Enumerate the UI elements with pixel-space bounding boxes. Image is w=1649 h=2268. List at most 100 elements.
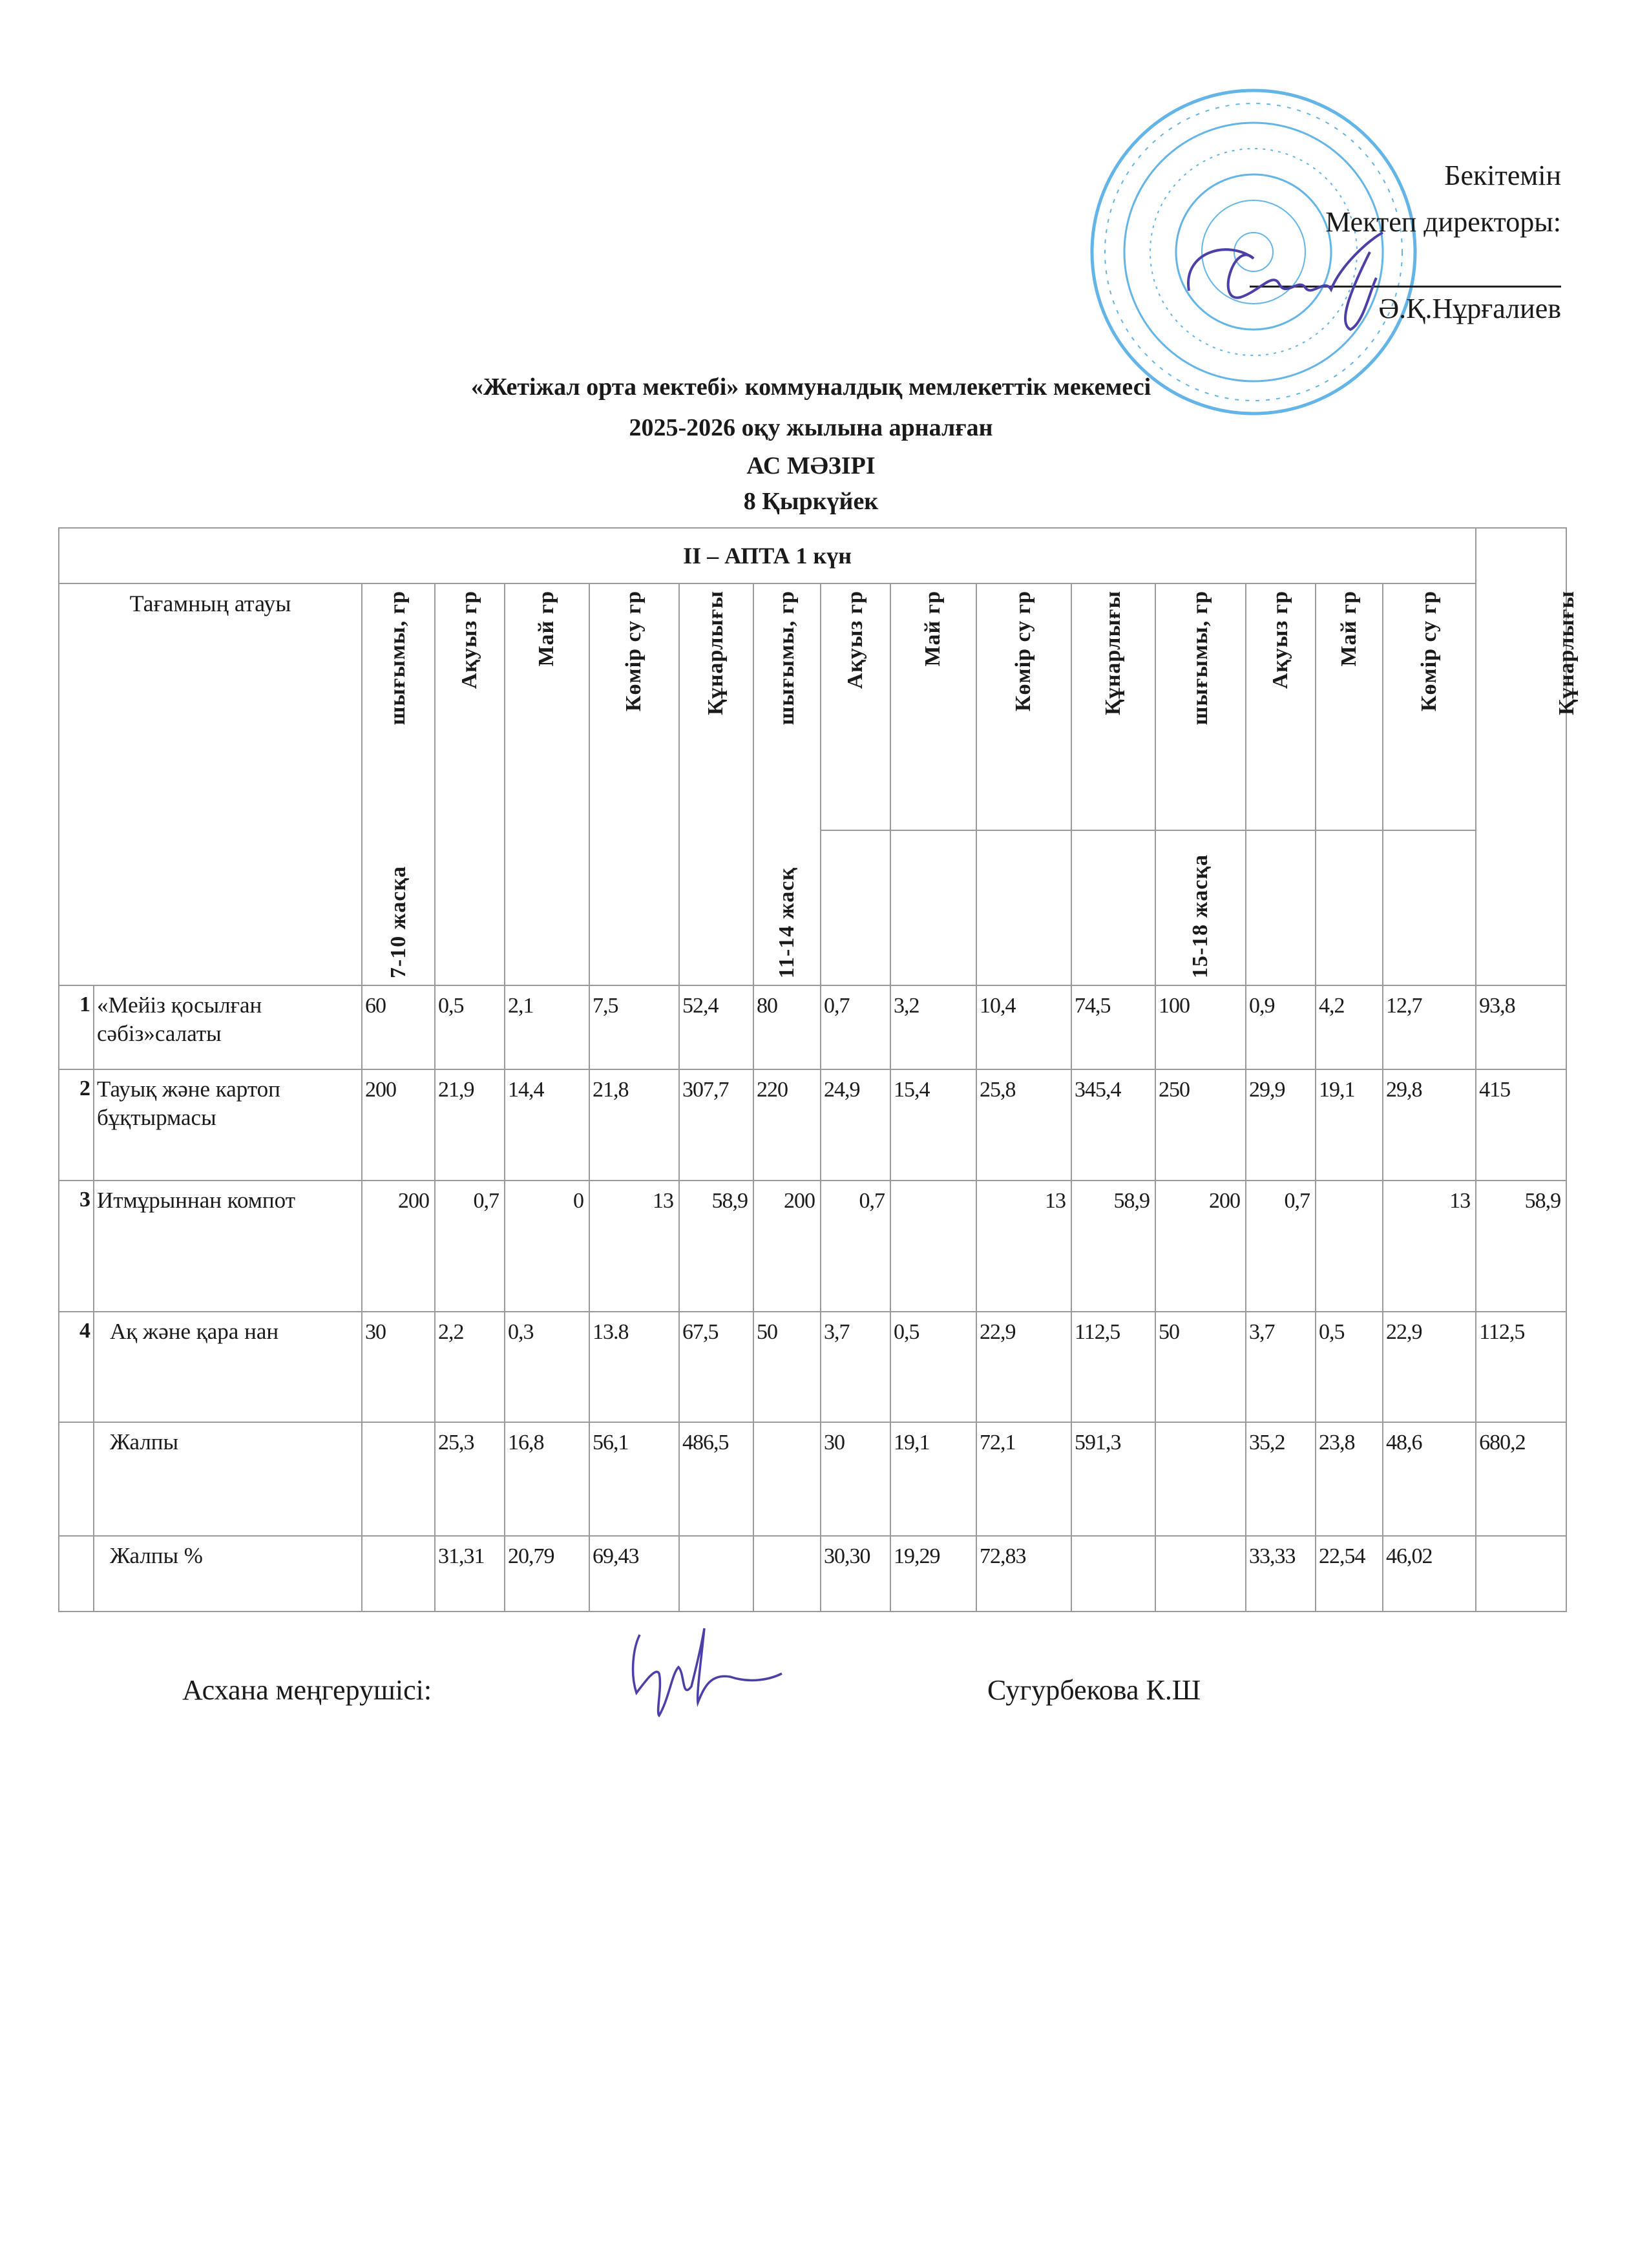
value-cell: 52,4 <box>678 985 754 1070</box>
value-cell: 12,7 <box>1381 985 1477 1070</box>
column-header-label: Көмір су гр <box>1416 591 1441 712</box>
column-header: Көмір су гр <box>1381 583 1477 831</box>
age-group-cell: 15-18 жасқа <box>1155 830 1246 986</box>
row-number: 1 <box>58 985 94 1070</box>
column-header: Көмір су гр <box>976 583 1072 831</box>
value-cell: 0 <box>504 1180 590 1312</box>
age-group-label: 15-18 жасқа <box>1188 854 1213 978</box>
age-group-label: 7-10 жасқа <box>386 865 410 978</box>
value-cell: 19,1 <box>1315 1069 1383 1181</box>
value-cell: 100 <box>1155 985 1246 1070</box>
age-group-cell <box>1071 830 1156 986</box>
menu-title: АС МӘЗІРІ <box>746 452 876 479</box>
value-cell: 30,30 <box>820 1535 891 1612</box>
value-cell: 200 <box>753 1180 821 1312</box>
value-cell: 58,9 <box>678 1180 754 1312</box>
value-cell: 7,5 <box>589 985 680 1070</box>
table-row: 3 Итмұрыннан компот 200 0,7 0 13 58,9 200 0,7 13 5… <box>58 1180 1568 1312</box>
value-cell: 60 <box>361 985 436 1070</box>
table-row: 1 «Мейіз қосылған сәбіз»салаты 60 0,5 2,1 7,5… <box>58 985 1568 1070</box>
value-cell <box>753 1535 821 1612</box>
column-header-label: Ақуыз гр <box>457 591 481 689</box>
approval-title: Бекітемін <box>1444 160 1561 191</box>
value-cell: 33,33 <box>1245 1535 1316 1612</box>
value-cell: 200 <box>361 1180 436 1312</box>
value-cell: 0,7 <box>1245 1180 1316 1312</box>
column-header: Ақуыз гр <box>434 583 505 986</box>
value-cell <box>1155 1422 1246 1537</box>
value-cell: 307,7 <box>678 1069 754 1181</box>
value-cell: 21,9 <box>434 1069 505 1181</box>
value-cell <box>890 1180 977 1312</box>
row-number: 3 <box>58 1180 94 1312</box>
column-header-label: Құнарлығы <box>704 591 728 715</box>
value-cell: 3,7 <box>1245 1311 1316 1423</box>
value-cell: 25,3 <box>434 1422 505 1537</box>
column-header-label: шығымы, гр <box>386 591 410 726</box>
week-day-header: II – АПТА 1 күн <box>58 527 1477 584</box>
value-cell <box>1315 1180 1383 1312</box>
value-cell: 35,2 <box>1245 1422 1316 1537</box>
dish-name: Жалпы <box>93 1422 362 1537</box>
column-header-label: Құнарлығы <box>1100 591 1125 715</box>
value-cell: 10,4 <box>976 985 1072 1070</box>
value-cell: 13 <box>976 1180 1072 1312</box>
value-cell: 345,4 <box>1071 1069 1156 1181</box>
value-cell: 4,2 <box>1315 985 1383 1070</box>
column-header: Құнарлығы <box>1071 583 1156 831</box>
value-cell: 50 <box>753 1311 821 1423</box>
value-cell: 16,8 <box>504 1422 590 1537</box>
value-cell: 22,54 <box>1315 1535 1383 1612</box>
value-cell <box>678 1535 754 1612</box>
value-cell: 48,6 <box>1381 1422 1477 1537</box>
signature-line <box>1250 286 1561 288</box>
column-header: шығымы, гр 7-10 жасқа <box>361 583 436 986</box>
column-header-label: Көмір су гр <box>622 591 646 712</box>
academic-year: 2025-2026 оқу жылына арналған <box>629 414 993 441</box>
manager-signature <box>631 1628 782 1717</box>
value-cell: 13 <box>589 1180 680 1312</box>
value-cell: 72,1 <box>976 1422 1072 1537</box>
column-header-label: шығымы, гр <box>1188 591 1212 726</box>
value-cell <box>1071 1535 1156 1612</box>
value-cell: 72,83 <box>976 1535 1072 1612</box>
value-cell: 22,9 <box>976 1311 1072 1423</box>
value-cell: 0,7 <box>820 985 891 1070</box>
value-cell: 220 <box>753 1069 821 1181</box>
dish-name: Ақ және қара нан <box>93 1311 362 1423</box>
institution-title: «Жетіжал орта мектебі» коммуналдық мемле… <box>470 373 1151 401</box>
value-cell: 30 <box>361 1311 436 1423</box>
table-row: 2 Тауық және картоп бұқтырмасы 200 21,9 14,4… <box>58 1069 1568 1181</box>
empty-cell <box>1475 527 1568 986</box>
value-cell: 19,1 <box>890 1422 977 1537</box>
value-cell: 25,8 <box>976 1069 1072 1181</box>
age-group-cell <box>1381 830 1477 986</box>
dish-name: Итмұрыннан компот <box>93 1180 362 1312</box>
age-group-cell <box>890 830 977 986</box>
value-cell: 29,8 <box>1381 1069 1477 1181</box>
age-group-label: 11-14 жасқ <box>775 866 799 978</box>
approval-role: Мектеп директоры: <box>1325 206 1561 238</box>
value-cell: 0,7 <box>820 1180 891 1312</box>
value-cell: 200 <box>361 1069 436 1181</box>
value-cell: 0,7 <box>434 1180 505 1312</box>
column-header: Май гр <box>1315 583 1383 831</box>
menu-date: 8 Қыркүйек <box>743 488 879 515</box>
value-cell: 58,9 <box>1475 1180 1568 1312</box>
value-cell: 112,5 <box>1071 1311 1156 1423</box>
row-number: 4 <box>58 1311 94 1423</box>
dish-name-header: Тағамның атауы <box>58 583 362 986</box>
column-header-label: Көмір су гр <box>1011 591 1036 712</box>
value-cell: 56,1 <box>589 1422 680 1537</box>
canteen-manager-label: Асхана меңгерушісі: <box>182 1674 432 1706</box>
value-cell: 74,5 <box>1071 985 1156 1070</box>
value-cell: 250 <box>1155 1069 1246 1181</box>
value-cell: 14,4 <box>504 1069 590 1181</box>
column-header-label: Май гр <box>1336 591 1361 667</box>
value-cell: 80 <box>753 985 821 1070</box>
value-cell: 50 <box>1155 1311 1246 1423</box>
value-cell: 24,9 <box>820 1069 891 1181</box>
value-cell: 15,4 <box>890 1069 977 1181</box>
table-row: Жалпы 25,3 16,8 56,1 486,5 30 19,1 72,1 591,3 35,… <box>58 1422 1568 1537</box>
value-cell: 680,2 <box>1475 1422 1568 1537</box>
